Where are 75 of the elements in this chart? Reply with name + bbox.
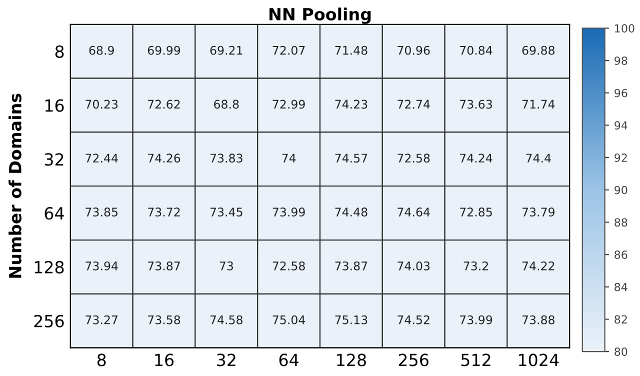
x-tick-label: 8: [97, 354, 106, 366]
data-label: 72.85: [460, 208, 492, 216]
data-label: 70.84: [460, 46, 492, 55]
data-label: 73: [220, 261, 233, 270]
data-label: 74.23: [335, 100, 368, 109]
data-label: 71.74: [522, 100, 555, 109]
chart-title: NN Pooling: [270, 8, 371, 24]
data-label: 74.57: [335, 154, 368, 163]
color-bar-label: 86: [614, 250, 628, 259]
color-bar-label: 88: [614, 218, 628, 227]
data-label: 74.58: [210, 315, 242, 324]
data-label: 70.23: [86, 100, 118, 109]
data-label: 73.27: [86, 315, 118, 324]
x-tick-label: 1024: [519, 354, 559, 366]
data-label: 73.2: [464, 261, 488, 270]
y-tick-label: 32: [44, 153, 64, 166]
x-tick-label: 32: [217, 354, 236, 366]
y-tick-label: 128: [34, 260, 64, 274]
color-bar-label: 94: [614, 121, 628, 130]
data-label: 74.4: [526, 154, 551, 162]
y-tick-label: 16: [45, 99, 64, 112]
data-label: 69.99: [148, 46, 180, 55]
x-tick-label: 64: [279, 354, 298, 366]
data-label: 74: [282, 154, 296, 162]
data-label: 72.62: [148, 100, 180, 109]
data-label: 74.22: [522, 261, 554, 270]
color-bar-label: 80: [614, 348, 628, 356]
data-label: 71.48: [335, 46, 368, 55]
color-bar-label: 92: [614, 154, 627, 162]
data-label: 73.88: [522, 315, 554, 324]
data-label: 74.64: [398, 208, 430, 216]
data-label: 74.03: [398, 261, 430, 270]
color-bar-label: 90: [614, 186, 628, 194]
data-label: 73.99: [460, 315, 492, 324]
data-label: 72.07: [272, 46, 305, 55]
color-bar-label: 100: [615, 24, 634, 33]
data-label: 73.94: [86, 261, 118, 270]
data-label: 73.85: [86, 208, 118, 216]
data-label: 69.21: [210, 46, 242, 55]
data-label: 69.88: [522, 46, 554, 55]
data-label: 75.13: [335, 315, 368, 324]
y-axis-title: Number of Domains: [8, 94, 22, 278]
data-label: 72.58: [272, 261, 305, 270]
color-bar-label: 98: [614, 56, 628, 65]
data-label: 74.48: [335, 208, 368, 216]
x-tick-label: 128: [337, 354, 366, 366]
data-label: 72.74: [398, 100, 430, 109]
color-bar-label: 84: [614, 282, 628, 292]
data-label: 70.96: [398, 46, 430, 55]
data-label: 73.58: [148, 315, 180, 324]
data-label: 73.87: [335, 261, 368, 270]
y-tick-label: 8: [55, 45, 64, 58]
data-label: 72.99: [272, 100, 305, 109]
data-label: 72.44: [86, 154, 118, 162]
data-label: 73.79: [522, 208, 554, 216]
data-label: 72.58: [398, 154, 430, 163]
data-label: 73.63: [460, 100, 492, 109]
x-tick-label: 16: [155, 354, 174, 366]
color-bar-label: 96: [614, 88, 628, 98]
x-tick-label: 256: [398, 354, 428, 366]
color-bar-label: 82: [614, 315, 627, 324]
x-tick-label: 512: [461, 354, 490, 366]
data-label: 68.9: [89, 46, 114, 55]
data-label: 73.87: [148, 261, 180, 270]
data-label: 68.8: [214, 100, 239, 109]
data-label: 73.45: [210, 208, 242, 216]
y-tick-label: 256: [34, 314, 64, 328]
data-label: 73.99: [272, 208, 305, 216]
data-label: 74.52: [398, 315, 430, 324]
data-label: 74.24: [460, 154, 492, 162]
data-label: 75.04: [272, 315, 306, 324]
data-label: 73.83: [210, 154, 242, 163]
y-tick-label: 64: [44, 207, 64, 220]
data-label: 73.72: [148, 208, 180, 216]
data-label: 74.26: [148, 154, 180, 163]
